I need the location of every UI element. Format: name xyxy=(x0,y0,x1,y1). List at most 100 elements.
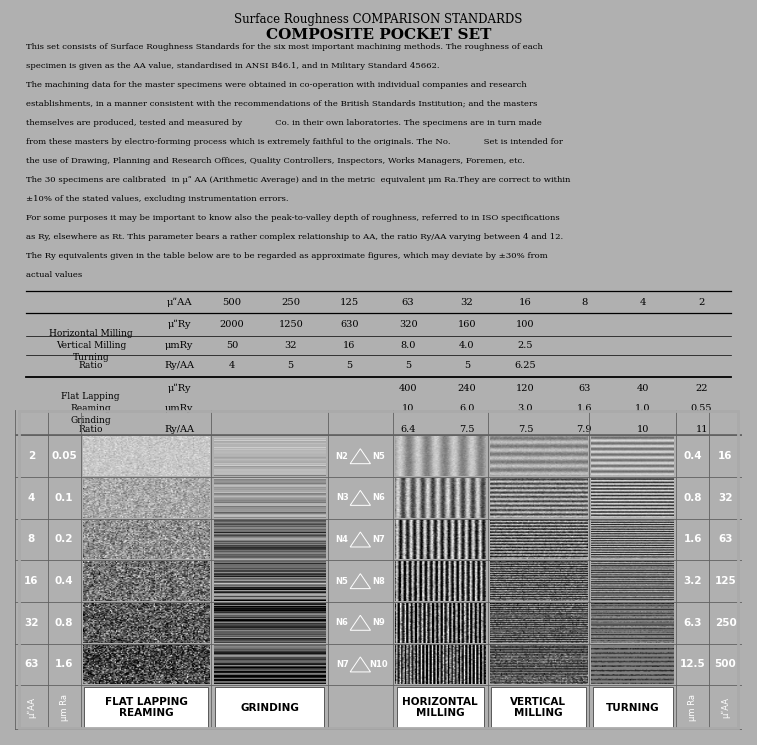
Text: 100: 100 xyxy=(516,320,534,329)
Text: 6.4: 6.4 xyxy=(400,425,416,434)
FancyBboxPatch shape xyxy=(491,687,586,729)
Text: 7.5: 7.5 xyxy=(518,425,533,434)
Text: 0.8: 0.8 xyxy=(55,618,73,628)
Text: establishments, in a manner consistent with the recommendations of the British S: establishments, in a manner consistent w… xyxy=(26,100,537,108)
Text: 63: 63 xyxy=(402,298,414,307)
Text: specimen is given as the AA value, standardised in ANSI B46.1, and in Military S: specimen is given as the AA value, stand… xyxy=(26,62,440,70)
Text: 16: 16 xyxy=(718,451,733,461)
Text: μm Ra: μm Ra xyxy=(688,694,697,721)
Text: N7: N7 xyxy=(336,660,348,669)
Text: 32: 32 xyxy=(460,298,473,307)
Text: 2.5: 2.5 xyxy=(518,340,533,349)
Text: μʺAA: μʺAA xyxy=(721,697,730,718)
Text: TURNING: TURNING xyxy=(606,703,659,713)
Text: 2: 2 xyxy=(28,451,35,461)
Text: Flat Lapping
Reaming
Grinding: Flat Lapping Reaming Grinding xyxy=(61,393,120,425)
Text: N2: N2 xyxy=(335,451,349,460)
Text: For some purposes it may be important to know also the peak-to-valley depth of r: For some purposes it may be important to… xyxy=(26,214,559,222)
Text: 63: 63 xyxy=(24,659,39,670)
Text: 16: 16 xyxy=(24,576,39,586)
Text: 1250: 1250 xyxy=(279,320,303,329)
Text: COMPOSITE POCKET SET: COMPOSITE POCKET SET xyxy=(266,28,491,42)
Text: 10: 10 xyxy=(637,425,649,434)
Text: 400: 400 xyxy=(399,384,417,393)
Text: 500: 500 xyxy=(223,298,241,307)
FancyBboxPatch shape xyxy=(397,687,484,729)
Text: 7.5: 7.5 xyxy=(459,425,475,434)
Text: 2: 2 xyxy=(699,298,705,307)
Text: 1.6: 1.6 xyxy=(55,659,73,670)
Text: 500: 500 xyxy=(715,659,737,670)
Text: Ratio: Ratio xyxy=(79,361,103,370)
Text: 6.3: 6.3 xyxy=(684,618,702,628)
Text: 5: 5 xyxy=(464,361,470,370)
FancyBboxPatch shape xyxy=(215,687,324,729)
Text: 4: 4 xyxy=(640,298,646,307)
Text: 125: 125 xyxy=(340,298,359,307)
FancyBboxPatch shape xyxy=(593,687,673,729)
Text: N8: N8 xyxy=(372,577,385,586)
Text: μʺAA: μʺAA xyxy=(167,297,192,307)
Text: 5: 5 xyxy=(288,361,294,370)
Text: Surface Roughness COMPARISON STANDARDS: Surface Roughness COMPARISON STANDARDS xyxy=(235,13,522,26)
Text: 4: 4 xyxy=(229,361,235,370)
Text: 4.0: 4.0 xyxy=(459,340,475,349)
Text: N5: N5 xyxy=(335,577,349,586)
Text: μmRy: μmRy xyxy=(165,405,193,413)
Text: N5: N5 xyxy=(372,451,385,460)
Text: 16: 16 xyxy=(343,340,356,349)
Text: 32: 32 xyxy=(24,618,39,628)
Text: 0.2: 0.2 xyxy=(55,534,73,545)
Text: 6.25: 6.25 xyxy=(515,361,536,370)
Text: 125: 125 xyxy=(715,576,737,586)
Text: 250: 250 xyxy=(715,618,737,628)
Text: 1.6: 1.6 xyxy=(576,405,592,413)
Text: 4: 4 xyxy=(28,493,35,503)
Text: N7: N7 xyxy=(372,535,385,544)
Text: 16: 16 xyxy=(519,298,532,307)
Text: actual values: actual values xyxy=(26,271,83,279)
Text: 8: 8 xyxy=(28,534,35,545)
Text: 40: 40 xyxy=(637,384,649,393)
Text: 240: 240 xyxy=(457,384,476,393)
Text: VERTICAL
MILLING: VERTICAL MILLING xyxy=(510,697,566,718)
Text: 3.2: 3.2 xyxy=(684,576,702,586)
Text: 0.4: 0.4 xyxy=(55,576,73,586)
Text: 1.6: 1.6 xyxy=(684,534,702,545)
Text: 5: 5 xyxy=(347,361,353,370)
Text: This set consists of Surface Roughness Standards for the six most important mach: This set consists of Surface Roughness S… xyxy=(26,43,543,51)
Text: 160: 160 xyxy=(457,320,476,329)
Text: μmRy: μmRy xyxy=(165,340,193,349)
Text: 0.8: 0.8 xyxy=(684,493,702,503)
Text: 0.1: 0.1 xyxy=(55,493,73,503)
Text: as Ry, elsewhere as Rt. This parameter bears a rather complex relationship to AA: as Ry, elsewhere as Rt. This parameter b… xyxy=(26,233,563,241)
Text: themselves are produced, tested and measured by            Co. in their own labo: themselves are produced, tested and meas… xyxy=(26,119,542,127)
Text: Ry/AA: Ry/AA xyxy=(164,425,194,434)
Text: 63: 63 xyxy=(718,534,733,545)
Text: 3.0: 3.0 xyxy=(518,405,533,413)
Text: μʺRy: μʺRy xyxy=(167,320,191,329)
Text: 11: 11 xyxy=(696,425,708,434)
Text: N10: N10 xyxy=(369,660,388,669)
Text: HORIZONTAL
MILLING: HORIZONTAL MILLING xyxy=(403,697,478,718)
Text: μm Ra: μm Ra xyxy=(60,694,69,721)
Text: N9: N9 xyxy=(372,618,385,627)
Text: 63: 63 xyxy=(578,384,590,393)
Text: 2000: 2000 xyxy=(220,320,245,329)
Text: 120: 120 xyxy=(516,384,534,393)
Text: μʺRy: μʺRy xyxy=(167,384,191,393)
Text: 32: 32 xyxy=(718,493,733,503)
Text: 630: 630 xyxy=(340,320,359,329)
Text: 320: 320 xyxy=(399,320,417,329)
Text: 0.05: 0.05 xyxy=(51,451,77,461)
Text: from these masters by electro-forming process which is extremely faithful to the: from these masters by electro-forming pr… xyxy=(26,138,563,146)
Text: 1.0: 1.0 xyxy=(635,405,651,413)
Text: 6.0: 6.0 xyxy=(459,405,475,413)
Text: 0.55: 0.55 xyxy=(691,405,712,413)
Text: N6: N6 xyxy=(335,618,349,627)
Text: 7.9: 7.9 xyxy=(576,425,592,434)
Text: 8: 8 xyxy=(581,298,587,307)
Text: N6: N6 xyxy=(372,493,385,502)
Text: μʺAA: μʺAA xyxy=(27,697,36,718)
Text: Ratio: Ratio xyxy=(79,425,103,434)
